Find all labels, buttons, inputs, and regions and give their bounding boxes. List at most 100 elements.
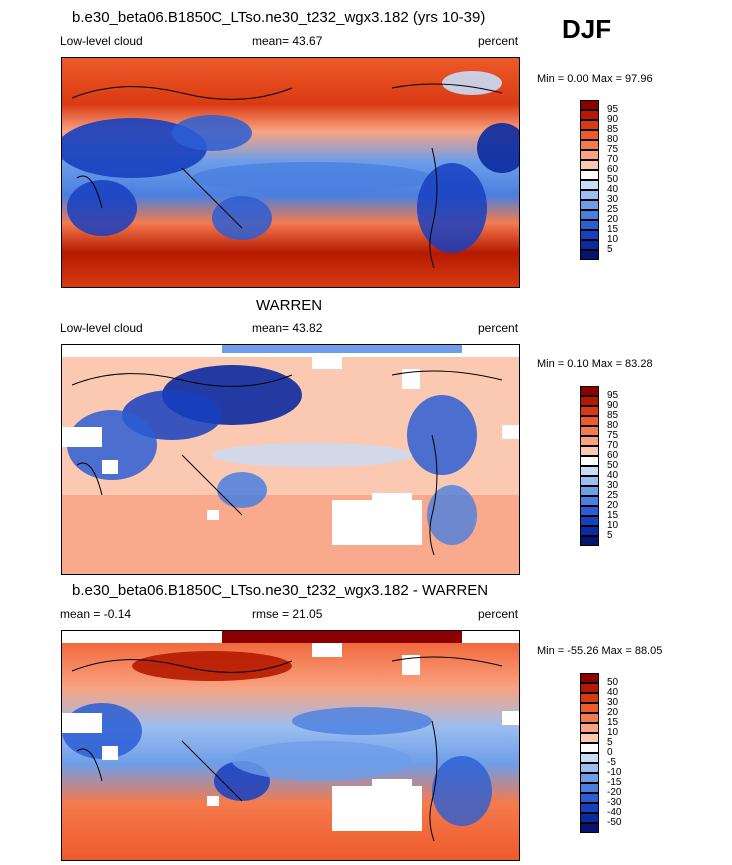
panel-3-mean-label: mean = -0.14 bbox=[60, 607, 132, 621]
colorbar-tick-label: 85 bbox=[607, 124, 619, 135]
colorbar-tick-label: 90 bbox=[607, 114, 619, 125]
colorbar-swatch bbox=[580, 783, 599, 793]
colorbar-tick-label: 40 bbox=[607, 687, 619, 698]
colorbar-tick-label: 10 bbox=[607, 234, 619, 245]
season-label: DJF bbox=[562, 14, 612, 44]
colorbar-swatch bbox=[580, 466, 599, 476]
panel-3-units-label: percent bbox=[478, 607, 519, 621]
colorbar-tick-label: -50 bbox=[607, 817, 622, 828]
panel-2-mean-label: mean= 43.82 bbox=[252, 321, 323, 335]
colorbar-swatch bbox=[580, 426, 599, 436]
panel-3-minmax: Min = -55.26 Max = 88.05 bbox=[537, 645, 663, 657]
colorbar-swatch bbox=[580, 386, 599, 396]
colorbar-tick-label: 40 bbox=[607, 184, 619, 195]
colorbar-swatch bbox=[580, 250, 599, 260]
colorbar-tick-label: 75 bbox=[607, 430, 619, 441]
colorbar-tick-label: -10 bbox=[607, 767, 622, 778]
colorbar-tick-label: 25 bbox=[607, 204, 619, 215]
colorbar-tick-label: 75 bbox=[607, 144, 619, 155]
colorbar-swatch bbox=[580, 496, 599, 506]
colorbar-swatch bbox=[580, 486, 599, 496]
colorbar-tick-label: 30 bbox=[607, 697, 619, 708]
colorbar-tick-label: 0 bbox=[607, 747, 613, 758]
colorbar-swatch bbox=[580, 753, 599, 763]
colorbar-tick-label: 30 bbox=[607, 194, 619, 205]
colorbar-tick-label: 5 bbox=[607, 244, 613, 255]
colorbar-tick-label: 95 bbox=[607, 390, 619, 401]
colorbar-swatch bbox=[580, 823, 599, 833]
colorbar-tick-label: 20 bbox=[607, 707, 619, 718]
colorbar-swatch bbox=[580, 723, 599, 733]
colorbar-swatch bbox=[580, 130, 599, 140]
colorbar-swatch bbox=[580, 773, 599, 783]
colorbar-tick-label: 20 bbox=[607, 500, 619, 511]
colorbar-tick-label: 5 bbox=[607, 737, 613, 748]
colorbar-swatch bbox=[580, 240, 599, 250]
colorbar-tick-label: 90 bbox=[607, 400, 619, 411]
colorbar-swatch bbox=[580, 693, 599, 703]
colorbar-swatch bbox=[580, 100, 599, 110]
panel-2-colorbar: 95 90 85 80 75 70 60 50 40 30 25 20 15 1… bbox=[580, 386, 640, 566]
colorbar-tick-label: 25 bbox=[607, 490, 619, 501]
colorbar-swatch bbox=[580, 476, 599, 486]
colorbar-swatch bbox=[580, 416, 599, 426]
colorbar-swatch bbox=[580, 180, 599, 190]
colorbar-tick-label: 95 bbox=[607, 104, 619, 115]
panel-1-field bbox=[62, 58, 519, 287]
colorbar-tick-label: 60 bbox=[607, 164, 619, 175]
colorbar-swatch bbox=[580, 436, 599, 446]
colorbar-swatch bbox=[580, 406, 599, 416]
panel-2-units-label: percent bbox=[478, 321, 519, 335]
colorbar-tick-label: 20 bbox=[607, 214, 619, 225]
colorbar-swatch bbox=[580, 170, 599, 180]
colorbar-tick-label: 80 bbox=[607, 134, 619, 145]
colorbar-tick-label: 15 bbox=[607, 510, 619, 521]
colorbar-tick-label: 10 bbox=[607, 520, 619, 531]
panel-1-mean-label: mean= 43.67 bbox=[252, 34, 323, 48]
colorbar-swatch bbox=[580, 506, 599, 516]
colorbar-swatch bbox=[580, 763, 599, 773]
colorbar-tick-label: 85 bbox=[607, 410, 619, 421]
panel-1-map bbox=[61, 57, 520, 288]
colorbar-swatch bbox=[580, 536, 599, 546]
colorbar-tick-label: 15 bbox=[607, 224, 619, 235]
colorbar-tick-label: 30 bbox=[607, 480, 619, 491]
colorbar-tick-label: -40 bbox=[607, 807, 622, 818]
panel-1-title: b.e30_beta06.B1850C_LTso.ne30_t232_wgx3.… bbox=[72, 9, 486, 26]
panel-2-field bbox=[62, 345, 519, 574]
colorbar-tick-label: -15 bbox=[607, 777, 622, 788]
colorbar-swatch bbox=[580, 743, 599, 753]
colorbar-tick-label: 10 bbox=[607, 727, 619, 738]
panel-2-minmax: Min = 0.10 Max = 83.28 bbox=[537, 358, 653, 370]
colorbar-swatch bbox=[580, 713, 599, 723]
colorbar-swatch bbox=[580, 673, 599, 683]
panel-2-title: WARREN bbox=[256, 297, 323, 314]
colorbar-swatch bbox=[580, 683, 599, 693]
colorbar-swatch bbox=[580, 140, 599, 150]
colorbar-swatch bbox=[580, 526, 599, 536]
panel-3-colorbar: 50 40 30 20 15 10 5 0 -5 -10 -15 -20 -30… bbox=[580, 673, 640, 853]
colorbar-tick-label: -30 bbox=[607, 797, 622, 808]
colorbar-tick-label: 50 bbox=[607, 460, 619, 471]
colorbar-swatch bbox=[580, 210, 599, 220]
colorbar-swatch bbox=[580, 456, 599, 466]
panel-3-rmse-label: rmse = 21.05 bbox=[252, 607, 323, 621]
panel-3-map bbox=[61, 630, 520, 861]
panel-3-field bbox=[62, 631, 519, 860]
panel-2-map bbox=[61, 344, 520, 575]
colorbar-tick-label: 70 bbox=[607, 440, 619, 451]
colorbar-swatch bbox=[580, 516, 599, 526]
colorbar-swatch bbox=[580, 396, 599, 406]
colorbar-swatch bbox=[580, 150, 599, 160]
colorbar-tick-label: -20 bbox=[607, 787, 622, 798]
colorbar-tick-label: 5 bbox=[607, 530, 613, 541]
colorbar-tick-label: 80 bbox=[607, 420, 619, 431]
colorbar-tick-label: -5 bbox=[607, 757, 616, 768]
colorbar-swatch bbox=[580, 230, 599, 240]
panel-1-units-label: percent bbox=[478, 34, 519, 48]
panel-3-title: b.e30_beta06.B1850C_LTso.ne30_t232_wgx3.… bbox=[72, 582, 489, 599]
colorbar-tick-label: 15 bbox=[607, 717, 619, 728]
colorbar-swatch bbox=[580, 110, 599, 120]
colorbar-tick-label: 50 bbox=[607, 174, 619, 185]
colorbar-swatch bbox=[580, 703, 599, 713]
